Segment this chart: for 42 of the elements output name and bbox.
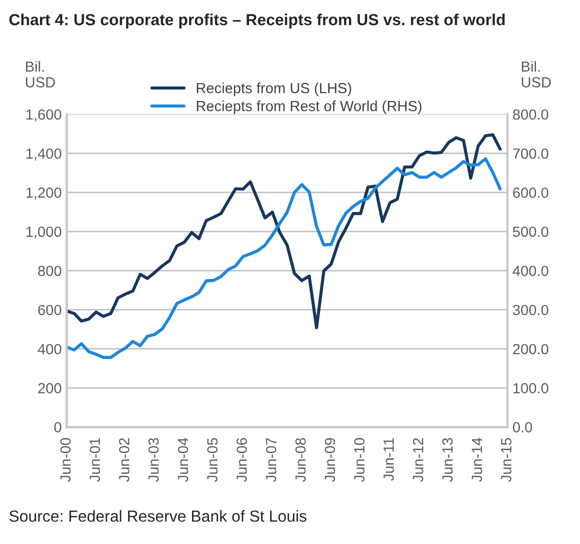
y-tick-label: 1,600 bbox=[26, 109, 62, 122]
x-tick-label: Jun-15 bbox=[501, 438, 512, 482]
y2-tick-label: 200.0 bbox=[513, 344, 548, 354]
x-tick-label: Jun-09 bbox=[324, 438, 336, 482]
x-tick-label: Jun-12 bbox=[412, 438, 424, 482]
y2-tick-label: 0.0 bbox=[512, 422, 532, 432]
y-axis-title: Bil. USD bbox=[26, 61, 55, 88]
y-tick-label: 1,400 bbox=[26, 148, 62, 160]
y-tick-label: 600 bbox=[38, 304, 62, 316]
y-tick-label: 800 bbox=[38, 266, 62, 276]
y2-tick-label: 700.0 bbox=[513, 148, 548, 159]
x-tick-label: Jun-02 bbox=[119, 438, 130, 482]
y-tick-label: 1,200 bbox=[26, 188, 62, 200]
x-tick-label: Jun-06 bbox=[236, 438, 247, 482]
y-tick-label: 200 bbox=[38, 383, 62, 394]
x-tick-label: Jun-07 bbox=[266, 438, 276, 482]
line-series bbox=[66, 157, 502, 359]
y-tick-label: 400 bbox=[38, 344, 62, 354]
x-tick-label: Jun-10 bbox=[354, 438, 364, 482]
x-tick-label: Jun-08 bbox=[295, 438, 306, 482]
x-tick-label: Jun-13 bbox=[442, 438, 453, 482]
y2-tick-label: 600.0 bbox=[513, 188, 548, 198]
x-tick-label: Jun-11 bbox=[384, 438, 394, 481]
y-tick-label: 0 bbox=[54, 422, 62, 432]
x-tick-label: Jun-00 bbox=[60, 438, 71, 482]
chart-title: Chart 4: US corporate profits – Receipts from US vs. rest of world bbox=[9, 14, 505, 28]
y2-axis-title: Bil. USD bbox=[522, 61, 551, 88]
y2-tick-label: 800.0 bbox=[512, 109, 548, 120]
x-tick-label: Jun-05 bbox=[207, 438, 218, 482]
x-tick-label: Jun-14 bbox=[472, 438, 482, 482]
legend-label: Reciepts from US (LHS) bbox=[196, 82, 352, 96]
legend-label: Reciepts from Rest of World (RHS) bbox=[196, 100, 422, 114]
x-tick-label: Jun-01 bbox=[90, 438, 100, 482]
x-tick-label: Jun-04 bbox=[178, 438, 188, 482]
source-note: Source: Federal Reserve Bank of St Louis bbox=[9, 510, 306, 522]
y2-tick-label: 300.0 bbox=[512, 304, 548, 316]
line-series bbox=[66, 133, 502, 330]
y2-tick-label: 400.0 bbox=[512, 266, 548, 276]
x-tick-label: Jun-03 bbox=[148, 438, 159, 482]
y2-tick-label: 500.0 bbox=[512, 226, 548, 237]
y2-tick-label: 100.0 bbox=[513, 383, 548, 394]
y-tick-label: 1,000 bbox=[26, 226, 62, 239]
